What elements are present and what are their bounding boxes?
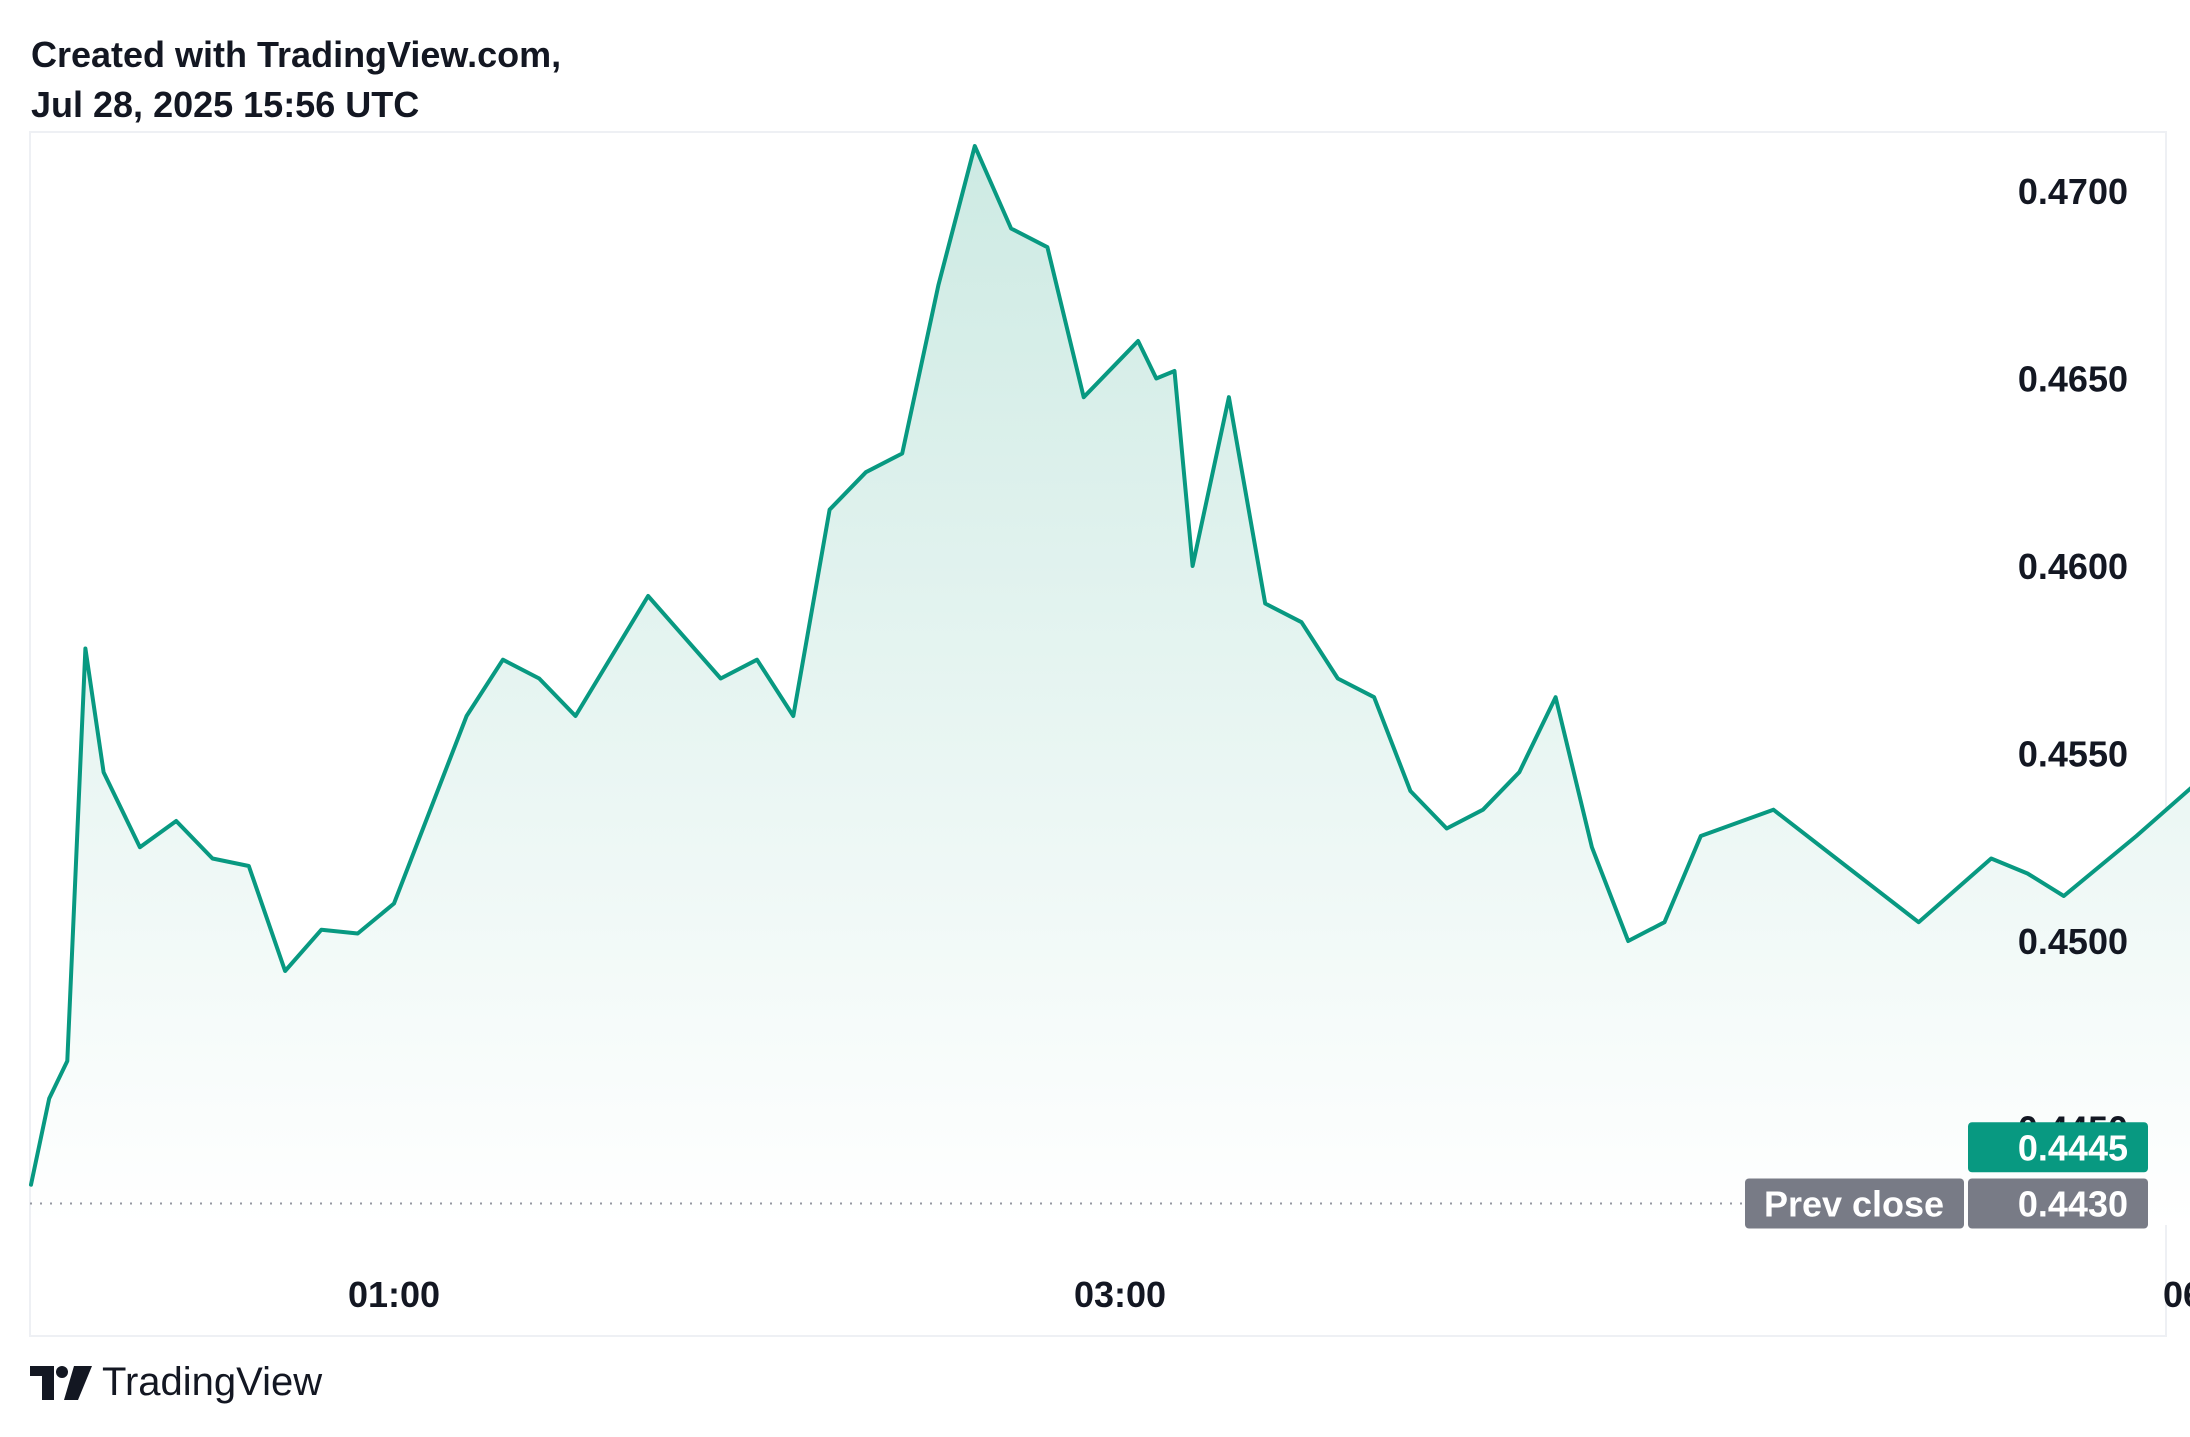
y-tick-label: 0.4500	[2018, 921, 2128, 962]
last-price-label: 0.4445	[2018, 1127, 2128, 1168]
tradingview-logo-icon	[30, 1365, 92, 1400]
price-line-layer	[29, 144, 2190, 1187]
y-tick-label: 0.4550	[2018, 734, 2128, 775]
prev-close-label: Prev close	[1764, 1184, 1944, 1225]
x-tick-label: 01:00	[348, 1274, 440, 1315]
timestamp-text: Jul 28, 2025 15:56 UTC	[31, 84, 420, 125]
prev-close-value-badge	[1968, 1178, 2148, 1229]
chart-header: Created with TradingView.com, Jul 28, 20…	[31, 30, 561, 130]
y-tick-label: 0.4600	[2018, 546, 2128, 587]
last-price-badge	[1968, 1122, 2148, 1173]
tradingview-logo-text: TradingView	[102, 1360, 323, 1404]
y-tick-label: 0.4700	[2018, 171, 2128, 212]
created-with-text: Created with TradingView.com,	[31, 34, 562, 75]
price-area-layer	[31, 146, 2190, 1225]
x-tick-label: 06:00	[2163, 1274, 2190, 1315]
price-badges: 0.4445 Prev close 0.4430	[1745, 1122, 2148, 1229]
price-line	[29, 144, 2190, 1187]
price-area	[31, 146, 2190, 1225]
chart-frame	[29, 131, 2167, 1337]
y-tick-label: 0.4650	[2018, 359, 2128, 400]
prev-close-badge	[1745, 1178, 1964, 1229]
prev-close-value: 0.4430	[2018, 1184, 2128, 1225]
tradingview-logo[interactable]: TradingView	[30, 1360, 322, 1405]
x-tick-label: 03:00	[1074, 1274, 1166, 1315]
